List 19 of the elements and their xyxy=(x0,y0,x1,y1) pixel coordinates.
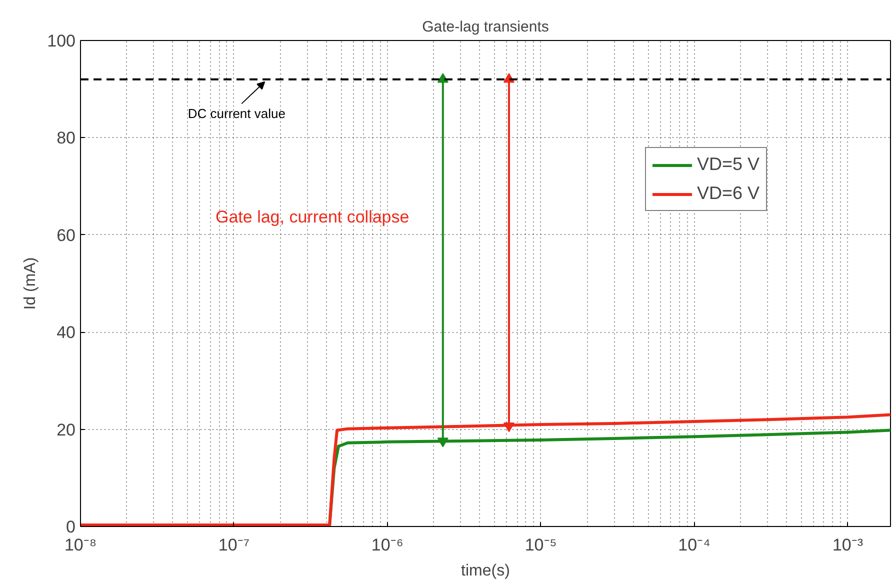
y-tick-label: 80 xyxy=(56,128,76,148)
y-tick-label: 0 xyxy=(66,518,76,536)
ref-line-label: DC current value xyxy=(188,106,286,121)
annotation: Gate lag, current collapse xyxy=(216,208,410,226)
x-axis-title: time(s) xyxy=(461,562,510,580)
y-tick-label: 40 xyxy=(56,323,76,342)
x-tick-label: 10⁻⁶ xyxy=(371,536,404,554)
x-tick-label: 10⁻⁴ xyxy=(678,536,710,554)
legend-label: VD=5 V xyxy=(697,154,760,175)
y-tick-label: 100 xyxy=(47,32,76,50)
y-tick-label: 20 xyxy=(56,420,76,440)
x-tick-label: 10⁻⁸ xyxy=(64,536,97,554)
x-tick-label: 10⁻⁷ xyxy=(218,536,250,554)
chart-title: Gate-lag transients xyxy=(422,18,549,36)
legend-label: VD=6 V xyxy=(697,183,760,204)
y-axis-title: Id (mA) xyxy=(22,257,40,310)
y-tick-label: 60 xyxy=(56,226,76,245)
x-tick-label: 10⁻⁵ xyxy=(524,536,557,554)
x-tick-label: 10⁻³ xyxy=(832,536,864,554)
